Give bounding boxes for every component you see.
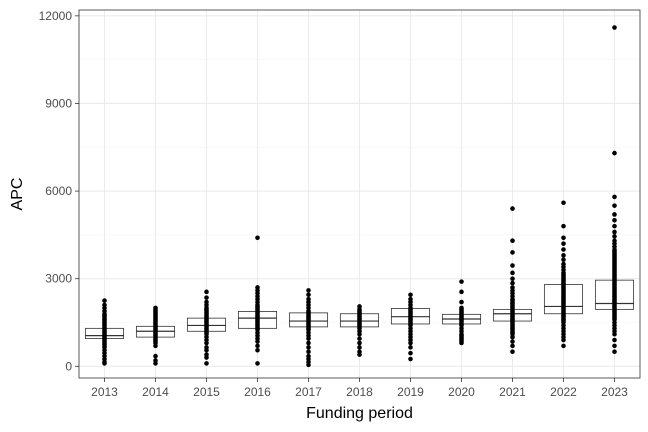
data-point [459,299,464,305]
data-point [102,298,107,303]
x-tick-label: 2016 [244,385,271,399]
data-point [510,276,515,281]
data-point [561,241,566,246]
data-point [102,302,107,308]
data-point [510,339,515,344]
data-point [153,358,158,363]
data-point [612,229,617,235]
data-point [612,337,617,343]
data-point [612,150,617,156]
data-point [510,280,515,286]
data-point [561,253,566,258]
data-point [306,340,311,346]
data-point [561,343,566,349]
data-point [510,206,515,211]
data-point [255,361,260,366]
data-point [204,289,209,295]
data-point [357,345,362,350]
data-point [306,345,311,350]
data-point [408,350,413,356]
x-tick-label: 2022 [550,385,577,399]
data-point [612,212,617,217]
x-tick-label: 2015 [193,385,220,399]
data-point [459,305,464,311]
data-point [255,285,260,290]
data-point [612,343,617,349]
y-tick-label: 9000 [45,96,72,110]
data-point [408,356,413,362]
x-tick-label: 2023 [601,385,628,399]
data-point [612,238,617,244]
data-point [612,194,617,200]
x-tick-label: 2019 [397,385,424,399]
data-point [561,235,566,241]
data-point [204,352,209,357]
data-point [153,305,158,311]
data-point [612,203,617,208]
data-point [153,353,158,359]
data-point [510,263,515,268]
data-point [357,349,362,355]
data-point [561,223,566,229]
x-tick-label: 2017 [295,385,322,399]
data-point [204,295,209,300]
data-point [510,285,515,290]
data-point [306,288,311,293]
data-point [255,343,260,349]
x-axis: 2013 2014 2015 2016 2017 2018 2019 2020 2021 2022… [91,378,628,399]
data-point [357,304,362,309]
x-tick-label: 2021 [499,385,526,399]
data-point [306,292,311,298]
data-point [459,289,464,295]
y-tick-label: 3000 [45,272,72,286]
data-point [357,340,362,346]
y-tick-label: 12000 [39,9,73,23]
x-tick-label: 2018 [346,385,373,399]
data-point [612,217,617,223]
data-point [510,238,515,244]
x-tick-label: 2020 [448,385,475,399]
y-axis: 0 3000 6000 9000 12000 [39,9,79,373]
data-point [204,361,209,366]
data-points [102,25,617,368]
data-point [510,270,515,276]
data-point [612,223,617,229]
data-point [408,292,413,298]
y-axis-title: APC [9,178,26,211]
data-point [612,25,617,30]
x-tick-label: 2013 [91,385,118,399]
data-point [306,296,311,302]
data-point [459,279,464,284]
y-tick-label: 6000 [45,184,72,198]
data-point [255,235,260,241]
data-point [612,234,617,239]
data-point [510,343,515,349]
data-point [204,299,209,305]
y-tick-label: 0 [65,359,72,373]
data-point [306,349,311,355]
data-point [561,261,566,267]
data-point [204,345,209,350]
data-point [408,345,413,350]
x-axis-title: Funding period [306,405,413,422]
data-point [357,336,362,341]
data-point [510,349,515,355]
data-point [408,296,413,302]
x-tick-label: 2014 [142,385,169,399]
data-point [255,347,260,353]
data-point [561,247,566,252]
data-point [306,353,311,359]
data-point [612,349,617,355]
data-point [510,250,515,255]
data-point [561,257,566,263]
data-point [561,200,566,206]
